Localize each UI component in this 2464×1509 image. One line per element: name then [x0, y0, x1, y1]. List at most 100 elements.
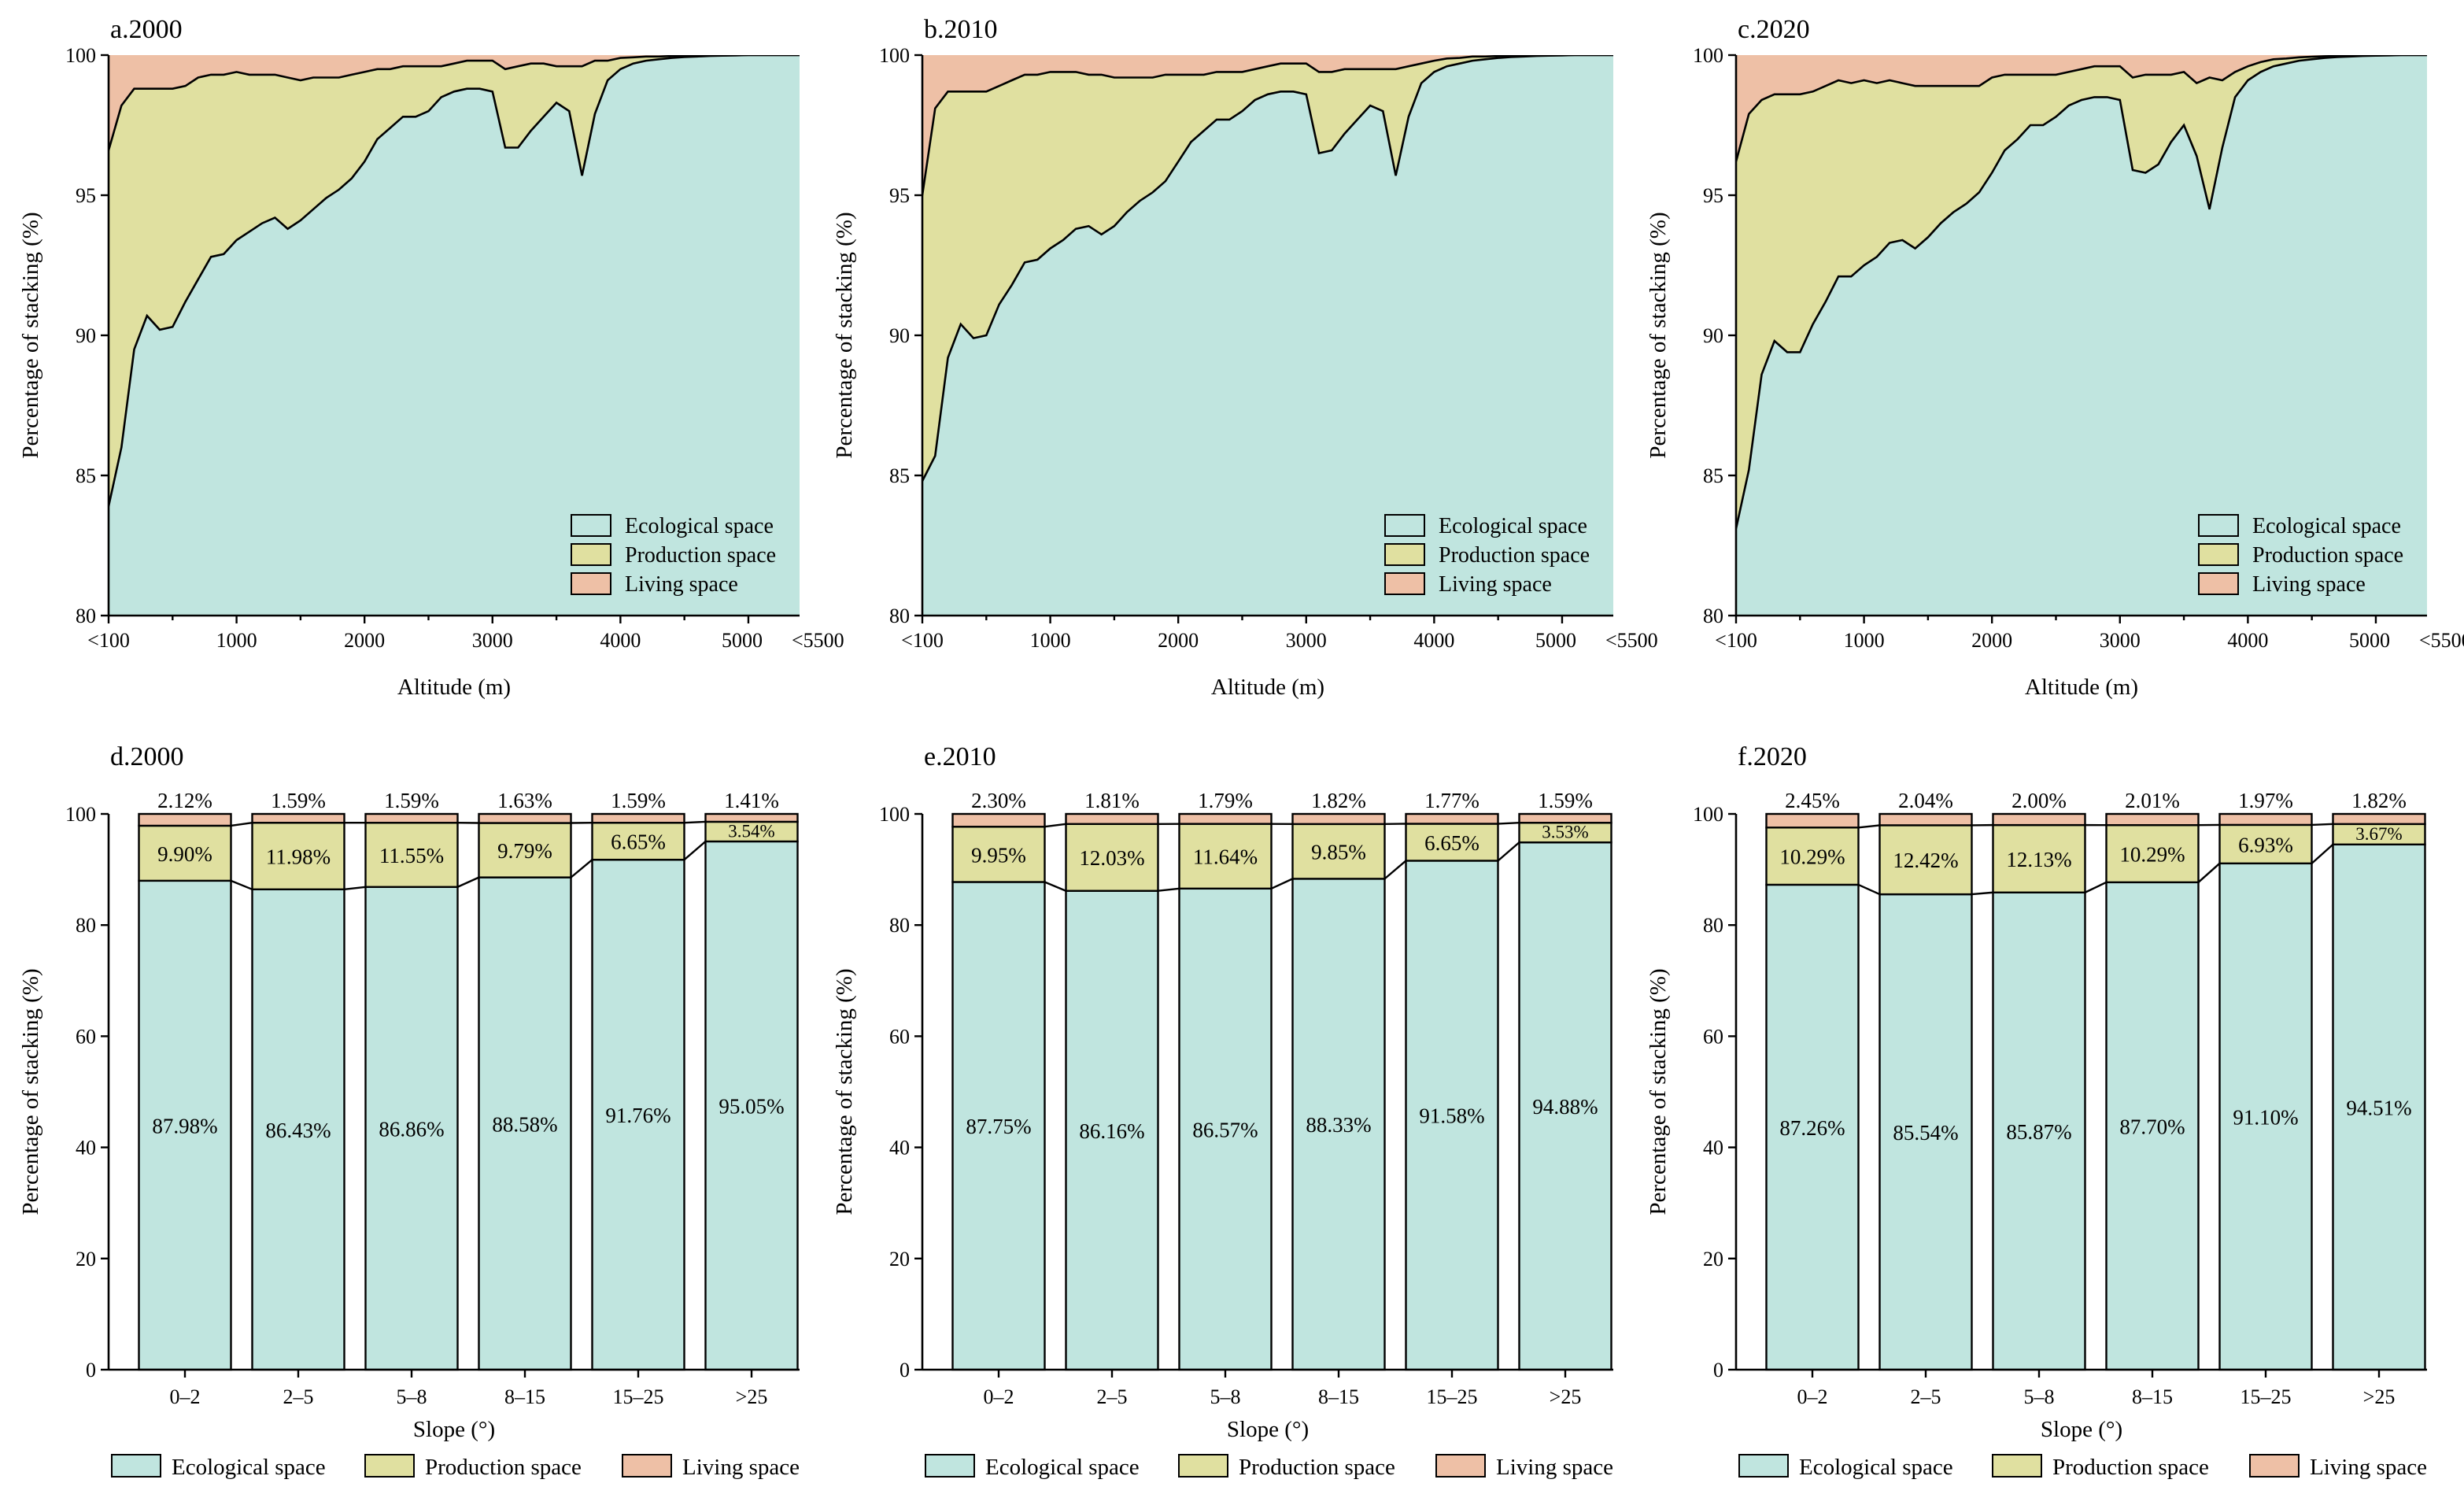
- x-axis-title: Slope (°): [2041, 1417, 2122, 1442]
- ecological-legend-swatch-icon: [925, 1454, 975, 1478]
- x-tick-label: <5500: [792, 629, 844, 652]
- y-tick-label: 85: [1703, 464, 1723, 487]
- production-value-label: 6.93%: [2238, 833, 2293, 856]
- y-axis-title: Percentage of stacking (%): [18, 212, 43, 458]
- y-tick-label: 40: [889, 1137, 910, 1159]
- y-tick-label: 90: [1703, 324, 1723, 347]
- x-tick-label: 4000: [2227, 629, 2268, 652]
- ecological-value-label: 86.57%: [1192, 1118, 1258, 1141]
- x-tick-label: 1000: [1844, 629, 1885, 652]
- x-tick-label: <5500: [2419, 629, 2464, 652]
- ecological-bar-segment: [951, 881, 1046, 1371]
- living-value-label: 1.59%: [384, 789, 439, 812]
- ecological-value-label: 87.98%: [152, 1114, 217, 1137]
- ecological-connector-line: [1497, 841, 1520, 862]
- y-tick-label: 90: [76, 324, 96, 347]
- ecological-legend-label: Ecological space: [1799, 1455, 1953, 1480]
- production-value-label: 9.79%: [497, 839, 552, 863]
- production-value-label: 3.53%: [1542, 823, 1588, 842]
- ecological-legend-label: Ecological space: [625, 514, 774, 538]
- ecological-value-label: 95.05%: [719, 1094, 784, 1118]
- living-bar-segment: [2332, 812, 2426, 826]
- area-chart-b: 80 85 90 95 100 <100 1000 2000 3000 4000 5000 <5500…: [832, 15, 1658, 700]
- plot-area: [109, 55, 800, 616]
- living-value-label: 1.79%: [1198, 789, 1253, 812]
- ecological-legend-swatch-icon: [111, 1454, 161, 1478]
- living-value-label: 2.30%: [971, 789, 1026, 812]
- production-connector-line: [1044, 823, 1066, 828]
- y-tick-label: 20: [889, 1248, 910, 1270]
- y-tick-label: 100: [65, 803, 96, 826]
- ecological-value-label: 88.58%: [492, 1112, 557, 1136]
- ecological-legend-swatch-icon: [1384, 514, 1425, 537]
- x-tick-label: 5–8: [2024, 1385, 2055, 1408]
- ecological-bar-segment: [1992, 891, 2086, 1371]
- living-value-label: 1.82%: [1311, 789, 1366, 812]
- ecological-connector-line: [1383, 860, 1407, 880]
- y-tick-label: 80: [76, 914, 96, 937]
- area-chart-c: 80 85 90 95 100 <100 1000 2000 3000 4000 5000 <5500…: [1646, 15, 2464, 700]
- ecological-bar-segment: [1518, 841, 1612, 1371]
- ecological-boundary-line: [109, 55, 800, 507]
- living-value-label: 1.41%: [724, 789, 779, 812]
- living-bar-segment: [1518, 812, 1612, 824]
- living-value-label: 1.77%: [1424, 789, 1480, 812]
- living-legend-label: Living space: [682, 1455, 800, 1480]
- x-tick-label: 2–5: [1097, 1385, 1128, 1408]
- living-bar-segment: [1291, 812, 1386, 826]
- y-tick-label: 100: [879, 803, 910, 826]
- living-bar-segment: [704, 812, 799, 823]
- living-value-label: 1.63%: [497, 789, 552, 812]
- y-tick-label: 95: [1703, 184, 1723, 207]
- y-tick-label: 100: [1693, 44, 1723, 67]
- ecological-value-label: 91.58%: [1419, 1104, 1484, 1128]
- production-bar-segment: [1765, 827, 1860, 886]
- y-tick-label: 80: [1703, 914, 1723, 937]
- living-value-label: 1.59%: [271, 789, 326, 812]
- ecological-connector-line: [1858, 883, 1880, 896]
- x-tick-label: 5000: [1535, 629, 1576, 652]
- living-bar-segment: [1878, 812, 1973, 827]
- ecological-connector-line: [2197, 862, 2221, 883]
- y-tick-label: 95: [889, 184, 910, 207]
- y-axis-title: Percentage of stacking (%): [18, 968, 43, 1215]
- x-tick-label: 3000: [1286, 629, 1327, 652]
- ecological-bar-segment: [591, 858, 685, 1371]
- ecological-connector-line: [570, 859, 593, 878]
- y-tick-label: 85: [76, 464, 96, 487]
- x-tick-label: 2–5: [1911, 1385, 1941, 1408]
- production-bar-segment: [364, 822, 459, 888]
- ecological-value-label: 87.26%: [1779, 1116, 1845, 1140]
- ecological-value-label: 88.33%: [1306, 1113, 1371, 1137]
- x-tick-label: 2–5: [283, 1385, 314, 1408]
- production-value-label: 6.65%: [611, 830, 666, 854]
- production-bar-segment: [704, 820, 799, 843]
- ecological-value-label: 87.75%: [966, 1115, 1031, 1138]
- ecological-bar-segment: [1065, 889, 1159, 1371]
- x-tick-label: 2000: [344, 629, 385, 652]
- panel-label: f.2020: [1738, 742, 1807, 771]
- x-tick-label: 5–8: [397, 1385, 427, 1408]
- living-bar-segment: [138, 812, 232, 827]
- x-tick-label: <5500: [1605, 629, 1658, 652]
- panel-label: c.2020: [1738, 15, 1810, 44]
- production-legend-swatch-icon: [571, 543, 611, 566]
- y-tick-label: 100: [65, 44, 96, 67]
- x-axis-title: Altitude (m): [2025, 675, 2138, 700]
- ecological-bar-segment: [2218, 862, 2313, 1371]
- production-legend-label: Production space: [625, 543, 776, 568]
- living-bar-segment: [364, 812, 459, 824]
- production-value-label: 11.98%: [266, 845, 331, 869]
- ecological-value-label: 85.87%: [2006, 1120, 2071, 1144]
- production-legend-label: Production space: [1239, 1455, 1395, 1480]
- production-boundary-line: [1736, 55, 2427, 162]
- x-tick-label: 2000: [1158, 629, 1199, 652]
- y-axis-title: Percentage of stacking (%): [1646, 968, 1671, 1215]
- production-bar-segment: [1878, 824, 1973, 896]
- living-value-label: 2.00%: [2011, 789, 2067, 812]
- production-legend-swatch-icon: [1992, 1454, 2042, 1478]
- x-tick-label: 4000: [600, 629, 641, 652]
- bar-chart-d: 87.98% 9.90% 2.12% 0–2 86.43% 11.98% 1.59% 2–5 8…: [18, 742, 800, 1480]
- ecological-bar-segment: [251, 888, 345, 1371]
- production-legend-label: Production space: [2052, 1455, 2209, 1480]
